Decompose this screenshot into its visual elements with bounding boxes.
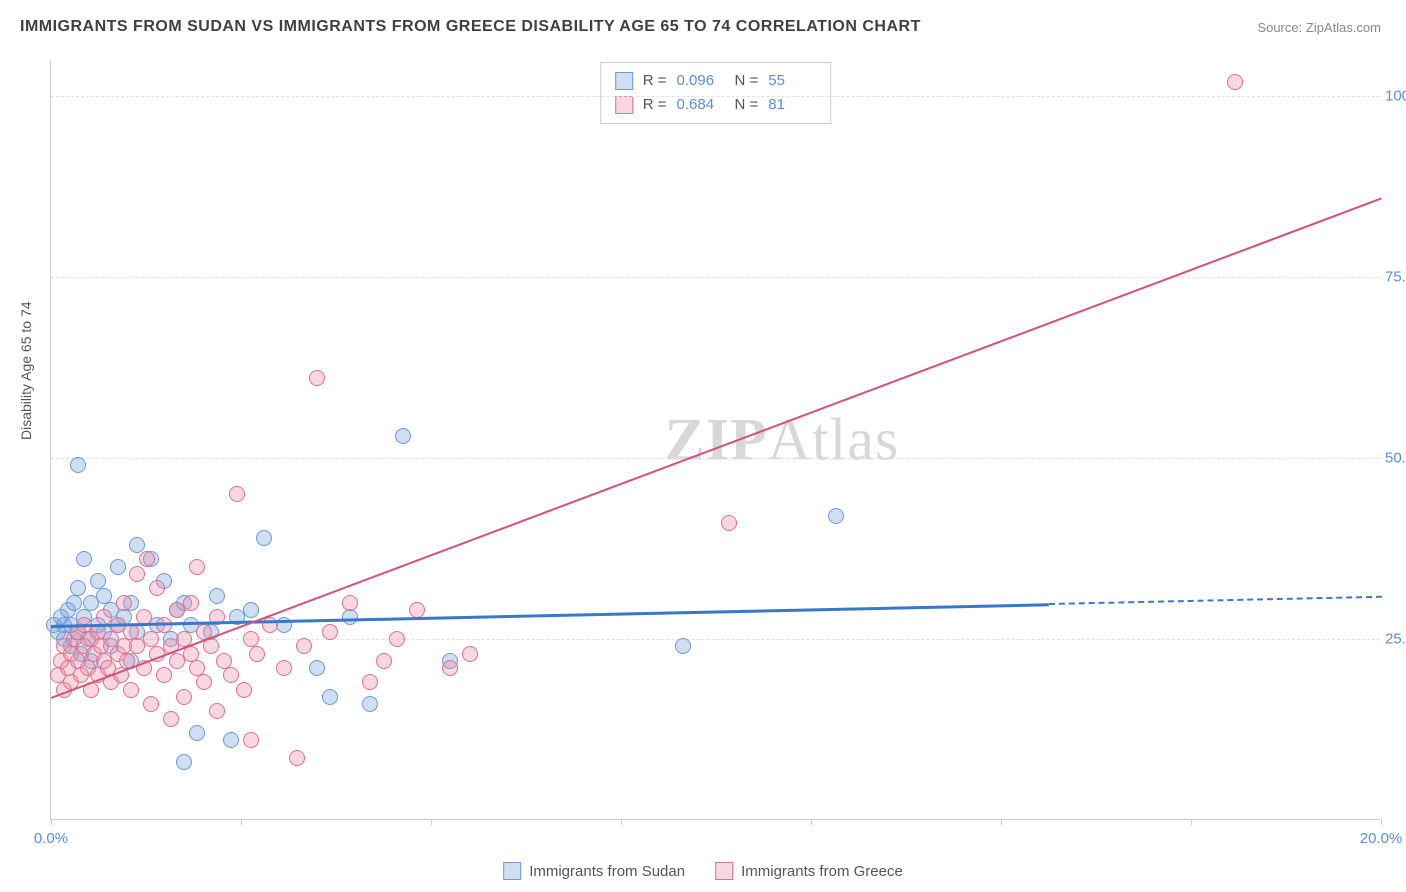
legend-swatch-sudan [503, 862, 521, 880]
data-point [129, 566, 145, 582]
x-tick-mark [431, 819, 432, 825]
source-attribution: Source: ZipAtlas.com [1257, 20, 1381, 35]
n-label: N = [735, 69, 759, 93]
watermark: ZIPAtlas [665, 405, 900, 474]
data-point [66, 595, 82, 611]
data-point [243, 602, 259, 618]
data-point [70, 457, 86, 473]
data-point [143, 696, 159, 712]
legend-stats-row-sudan: R = 0.096 N = 55 [615, 69, 817, 93]
data-point [189, 725, 205, 741]
legend-swatch-greece [615, 96, 633, 114]
data-point [123, 682, 139, 698]
legend-swatch-sudan [615, 72, 633, 90]
data-point [342, 595, 358, 611]
data-point [376, 653, 392, 669]
data-point [110, 559, 126, 575]
data-point [721, 515, 737, 531]
x-tick-label: 20.0% [1360, 830, 1403, 847]
chart-title: IMMIGRANTS FROM SUDAN VS IMMIGRANTS FROM… [20, 18, 921, 36]
data-point [163, 711, 179, 727]
data-point [409, 602, 425, 618]
data-point [176, 754, 192, 770]
data-point [223, 732, 239, 748]
data-point [442, 660, 458, 676]
legend-stats: R = 0.096 N = 55 R = 0.684 N = 81 [600, 62, 832, 124]
y-tick-label: 75.0% [1385, 269, 1406, 286]
data-point [322, 689, 338, 705]
x-tick-mark [241, 819, 242, 825]
data-point [236, 682, 252, 698]
x-tick-mark [1191, 819, 1192, 825]
data-point [249, 646, 265, 662]
legend-series: Immigrants from Sudan Immigrants from Gr… [503, 862, 903, 880]
data-point [156, 667, 172, 683]
data-point [183, 595, 199, 611]
data-point [229, 486, 245, 502]
data-point [256, 530, 272, 546]
x-tick-mark [811, 819, 812, 825]
y-tick-label: 25.0% [1385, 631, 1406, 648]
data-point [362, 696, 378, 712]
data-point [342, 609, 358, 625]
data-point [209, 588, 225, 604]
data-point [70, 580, 86, 596]
data-point [395, 428, 411, 444]
n-value-sudan: 55 [768, 69, 816, 93]
legend-label-sudan: Immigrants from Sudan [529, 863, 685, 880]
data-point [389, 631, 405, 647]
source-label: Source: [1257, 20, 1302, 35]
x-tick-mark [1001, 819, 1002, 825]
data-point [1227, 74, 1243, 90]
x-tick-label: 0.0% [34, 830, 68, 847]
plot-area: ZIPAtlas R = 0.096 N = 55 R = 0.684 N = … [50, 60, 1380, 820]
y-axis-label: Disability Age 65 to 74 [18, 301, 34, 440]
data-point [139, 551, 155, 567]
r-label: R = [643, 69, 667, 93]
data-point [309, 370, 325, 386]
data-point [223, 667, 239, 683]
data-point [116, 595, 132, 611]
y-tick-label: 50.0% [1385, 450, 1406, 467]
legend-item-greece: Immigrants from Greece [715, 862, 903, 880]
r-value-sudan: 0.096 [677, 69, 725, 93]
data-point [243, 732, 259, 748]
x-tick-mark [51, 819, 52, 825]
data-point [309, 660, 325, 676]
chart-container: IMMIGRANTS FROM SUDAN VS IMMIGRANTS FROM… [0, 0, 1406, 892]
x-tick-mark [1381, 819, 1382, 825]
gridline-h [51, 96, 1380, 97]
data-point [296, 638, 312, 654]
x-tick-mark [621, 819, 622, 825]
legend-label-greece: Immigrants from Greece [741, 863, 903, 880]
data-point [149, 580, 165, 596]
data-point [322, 624, 338, 640]
data-point [276, 660, 292, 676]
data-point [675, 638, 691, 654]
data-point [196, 674, 212, 690]
legend-swatch-greece [715, 862, 733, 880]
y-tick-label: 100.0% [1385, 88, 1406, 105]
data-point [129, 537, 145, 553]
legend-item-sudan: Immigrants from Sudan [503, 862, 685, 880]
gridline-h [51, 458, 1380, 459]
trend-line [51, 198, 1382, 699]
source-link[interactable]: ZipAtlas.com [1306, 20, 1381, 35]
watermark-atlas: Atlas [768, 406, 900, 472]
data-point [289, 750, 305, 766]
data-point [462, 646, 478, 662]
data-point [262, 617, 278, 633]
trend-line [51, 603, 1049, 627]
data-point [176, 689, 192, 705]
data-point [209, 703, 225, 719]
gridline-h [51, 277, 1380, 278]
data-point [189, 559, 205, 575]
data-point [828, 508, 844, 524]
data-point [76, 551, 92, 567]
trend-line [1048, 596, 1381, 605]
data-point [362, 674, 378, 690]
